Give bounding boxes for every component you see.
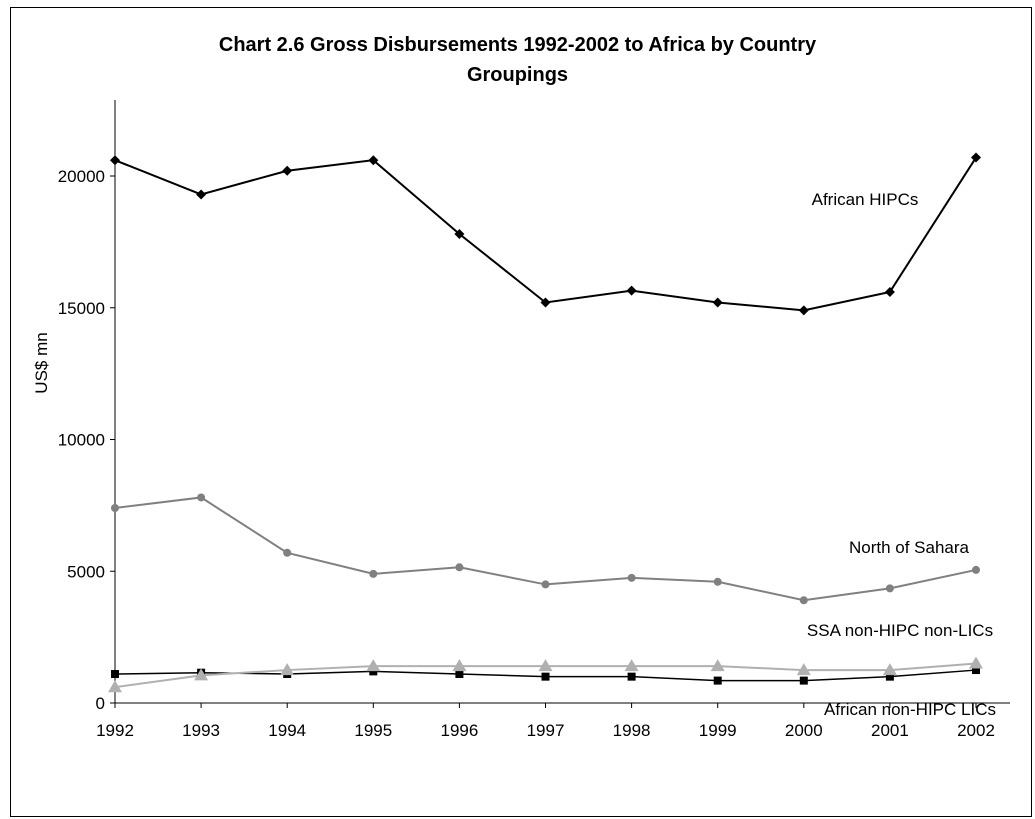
data-point [624, 659, 639, 672]
x-tick-label: 2001 [871, 721, 909, 740]
data-point [197, 493, 206, 502]
data-point [369, 667, 378, 676]
chart-title-line2: Groupings [466, 64, 569, 86]
x-tick-label: 1999 [699, 721, 737, 740]
x-tick-label: 2002 [957, 721, 995, 740]
series-african-non-hipc-lics [108, 656, 983, 693]
y-tick-label: 10000 [58, 431, 105, 450]
data-point [541, 672, 550, 681]
data-point [626, 285, 637, 296]
series-group [108, 152, 983, 693]
chart-frame [10, 7, 1032, 817]
axes: 0 5000 10000 15000 20000 1992 1993 1994 1995 1996… [58, 100, 1010, 740]
chart-title: Chart 2.6 Gross Disbursements 1992-2002 … [0, 30, 1035, 90]
data-point [452, 659, 467, 672]
data-point [972, 565, 980, 574]
data-point [972, 666, 980, 675]
series-label: SSA non-HIPC non-LICs [807, 621, 993, 640]
data-point [111, 670, 119, 679]
x-tick-label: 1993 [182, 721, 220, 740]
data-point [884, 286, 895, 297]
data-point [969, 656, 983, 669]
data-point [366, 659, 381, 672]
series-labels: African HIPCs North of Sahara SSA non-HIPC… [807, 190, 996, 719]
series-label: African non-HIPC LICs [824, 700, 996, 719]
data-point [799, 596, 808, 605]
data-point [110, 155, 120, 166]
series-label: African HIPCs [812, 190, 919, 209]
data-point [627, 672, 636, 681]
series-line [114, 157, 977, 312]
data-point [713, 577, 722, 586]
data-point [368, 155, 379, 166]
y-tick-label: 20000 [58, 167, 105, 186]
data-point [369, 569, 378, 578]
x-tick-label: 1995 [354, 721, 392, 740]
data-point [196, 189, 207, 200]
data-point [971, 152, 981, 163]
data-point [796, 663, 811, 676]
data-point [108, 680, 122, 693]
y-tick-label: 0 [96, 694, 105, 713]
data-point [627, 573, 636, 582]
data-point [541, 580, 550, 589]
data-point [538, 659, 553, 672]
data-point [111, 504, 119, 513]
chart-title-line1: Chart 2.6 Gross Disbursements 1992-2002 … [218, 34, 817, 56]
data-point [885, 584, 894, 593]
x-tick-label: 1994 [268, 721, 306, 740]
x-tick-label: 1992 [96, 721, 134, 740]
y-tick-label: 5000 [67, 562, 105, 581]
series-north-of-sahara [111, 493, 980, 605]
data-point [540, 297, 551, 308]
data-point [882, 663, 897, 676]
data-point [798, 305, 809, 316]
data-point [194, 668, 209, 681]
data-point [885, 672, 894, 681]
data-point [455, 563, 464, 572]
x-tick-label: 1996 [440, 721, 478, 740]
data-point [280, 663, 295, 676]
data-point [799, 676, 808, 685]
data-point [454, 228, 465, 239]
data-point [282, 165, 293, 176]
data-point [283, 548, 292, 557]
data-point [713, 676, 722, 685]
x-tick-label: 2000 [785, 721, 823, 740]
series-african-hipcs [110, 152, 981, 316]
data-point [455, 670, 464, 679]
x-tick-label: 1997 [527, 721, 565, 740]
x-tick-label: 1998 [613, 721, 651, 740]
series-label: North of Sahara [849, 538, 970, 557]
data-point [712, 297, 723, 308]
y-tick-label: 15000 [58, 299, 105, 318]
data-point [710, 659, 725, 672]
y-axis-label: US$ mn [32, 332, 51, 393]
